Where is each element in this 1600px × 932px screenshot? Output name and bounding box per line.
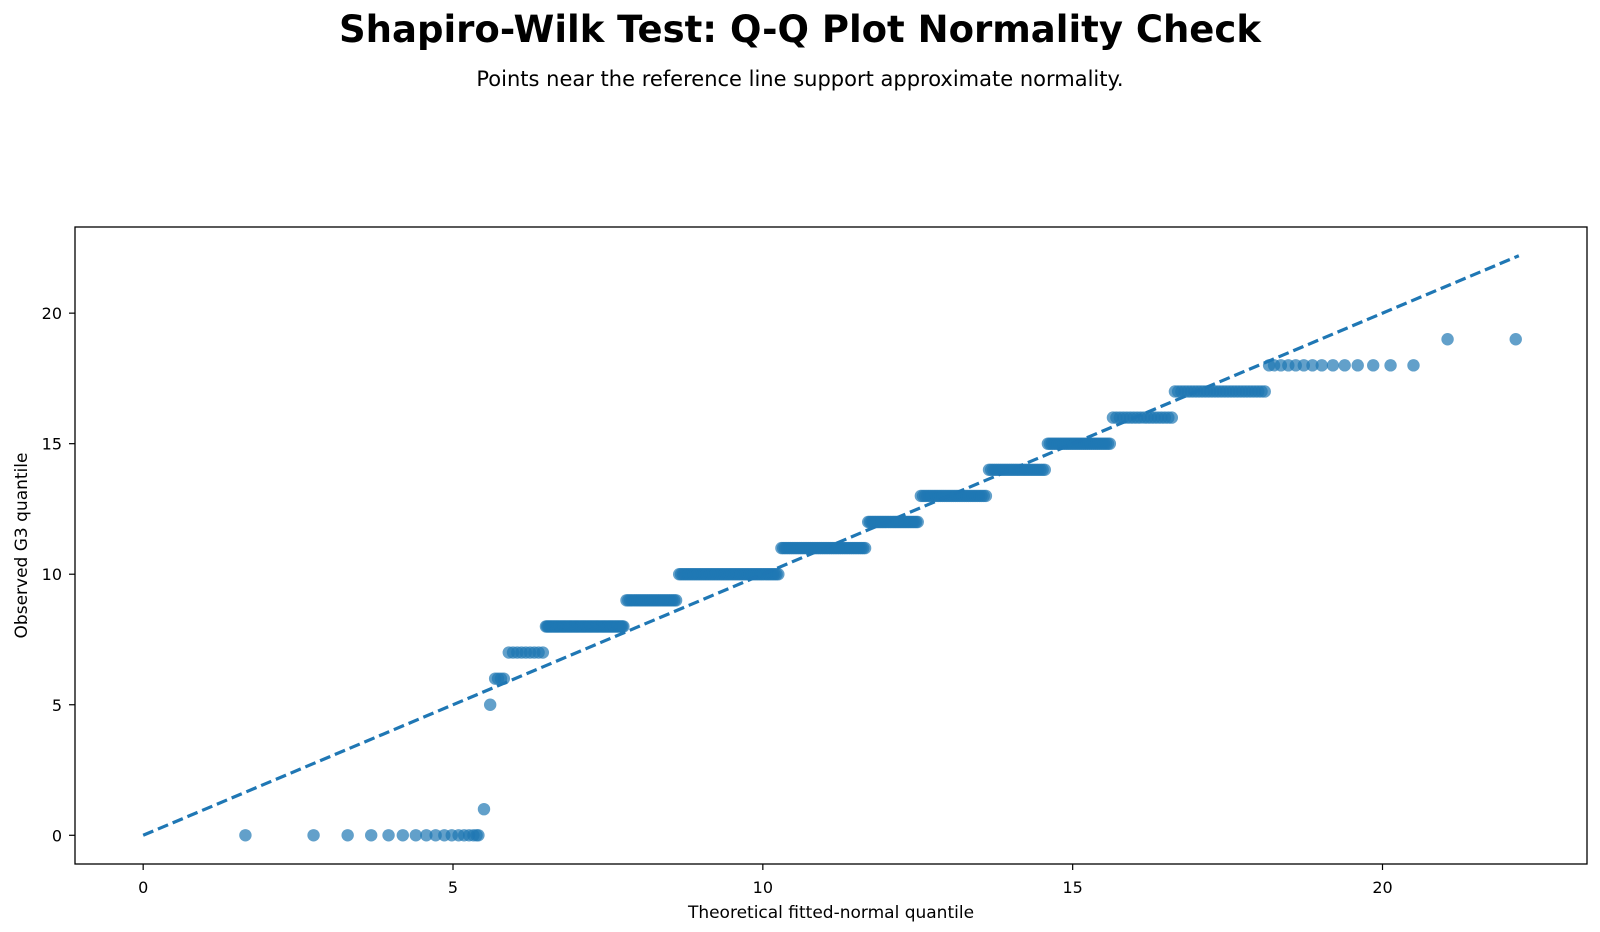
data-point (365, 829, 378, 842)
x-axis-label: Theoretical fitted-normal quantile (687, 903, 974, 923)
data-point (1315, 359, 1328, 372)
data-point (979, 489, 993, 503)
reference-line-group (142, 254, 1520, 837)
y-tick-label: 5 (52, 696, 62, 715)
chart-subtitle: Points near the reference line support a… (476, 67, 1124, 91)
data-point (341, 829, 354, 842)
y-axis-ticks: 0 5 10 15 20 (42, 304, 75, 845)
data-point (1297, 359, 1311, 372)
data-points (239, 333, 1522, 842)
x-tick-label: 10 (753, 878, 773, 897)
data-point (1367, 359, 1380, 372)
x-tick-label: 5 (448, 878, 458, 897)
data-point (307, 829, 320, 842)
data-point (477, 802, 491, 816)
data-point (396, 829, 410, 842)
data-point (617, 620, 630, 633)
data-point (420, 829, 433, 842)
data-point (429, 829, 442, 842)
y-tick-label: 20 (42, 304, 62, 323)
y-tick-label: 10 (42, 565, 62, 584)
plot-area-frame (74, 226, 1588, 865)
data-point (409, 829, 423, 842)
data-point (382, 829, 395, 842)
y-axis-label: Observed G3 quantile (12, 453, 32, 639)
y-tick-label: 15 (42, 435, 62, 454)
data-point (1306, 359, 1319, 372)
data-point (1351, 359, 1364, 372)
data-point (858, 541, 872, 555)
data-point (536, 646, 550, 659)
y-tick-label: 0 (52, 826, 62, 845)
x-tick-label: 15 (1062, 878, 1082, 897)
data-point (1258, 385, 1271, 398)
reference-line (142, 254, 1520, 837)
data-point (1509, 333, 1522, 346)
data-point (1103, 437, 1117, 450)
data-point (1384, 359, 1397, 372)
x-tick-label: 0 (138, 878, 148, 897)
data-point (483, 698, 497, 711)
data-point (669, 594, 683, 607)
data-point (472, 829, 485, 842)
data-point (239, 829, 252, 842)
data-point (911, 515, 924, 529)
data-point (1165, 411, 1179, 424)
data-point (1326, 359, 1340, 372)
data-point (1441, 333, 1454, 346)
data-point (1407, 359, 1420, 372)
chart-title: Shapiro-Wilk Test: Q-Q Plot Normality Ch… (339, 8, 1261, 51)
data-point (772, 568, 785, 581)
data-point (1338, 359, 1351, 372)
x-tick-label: 20 (1372, 878, 1392, 897)
x-axis-ticks: 0 5 10 15 20 (138, 864, 1393, 897)
data-point (1038, 463, 1051, 476)
